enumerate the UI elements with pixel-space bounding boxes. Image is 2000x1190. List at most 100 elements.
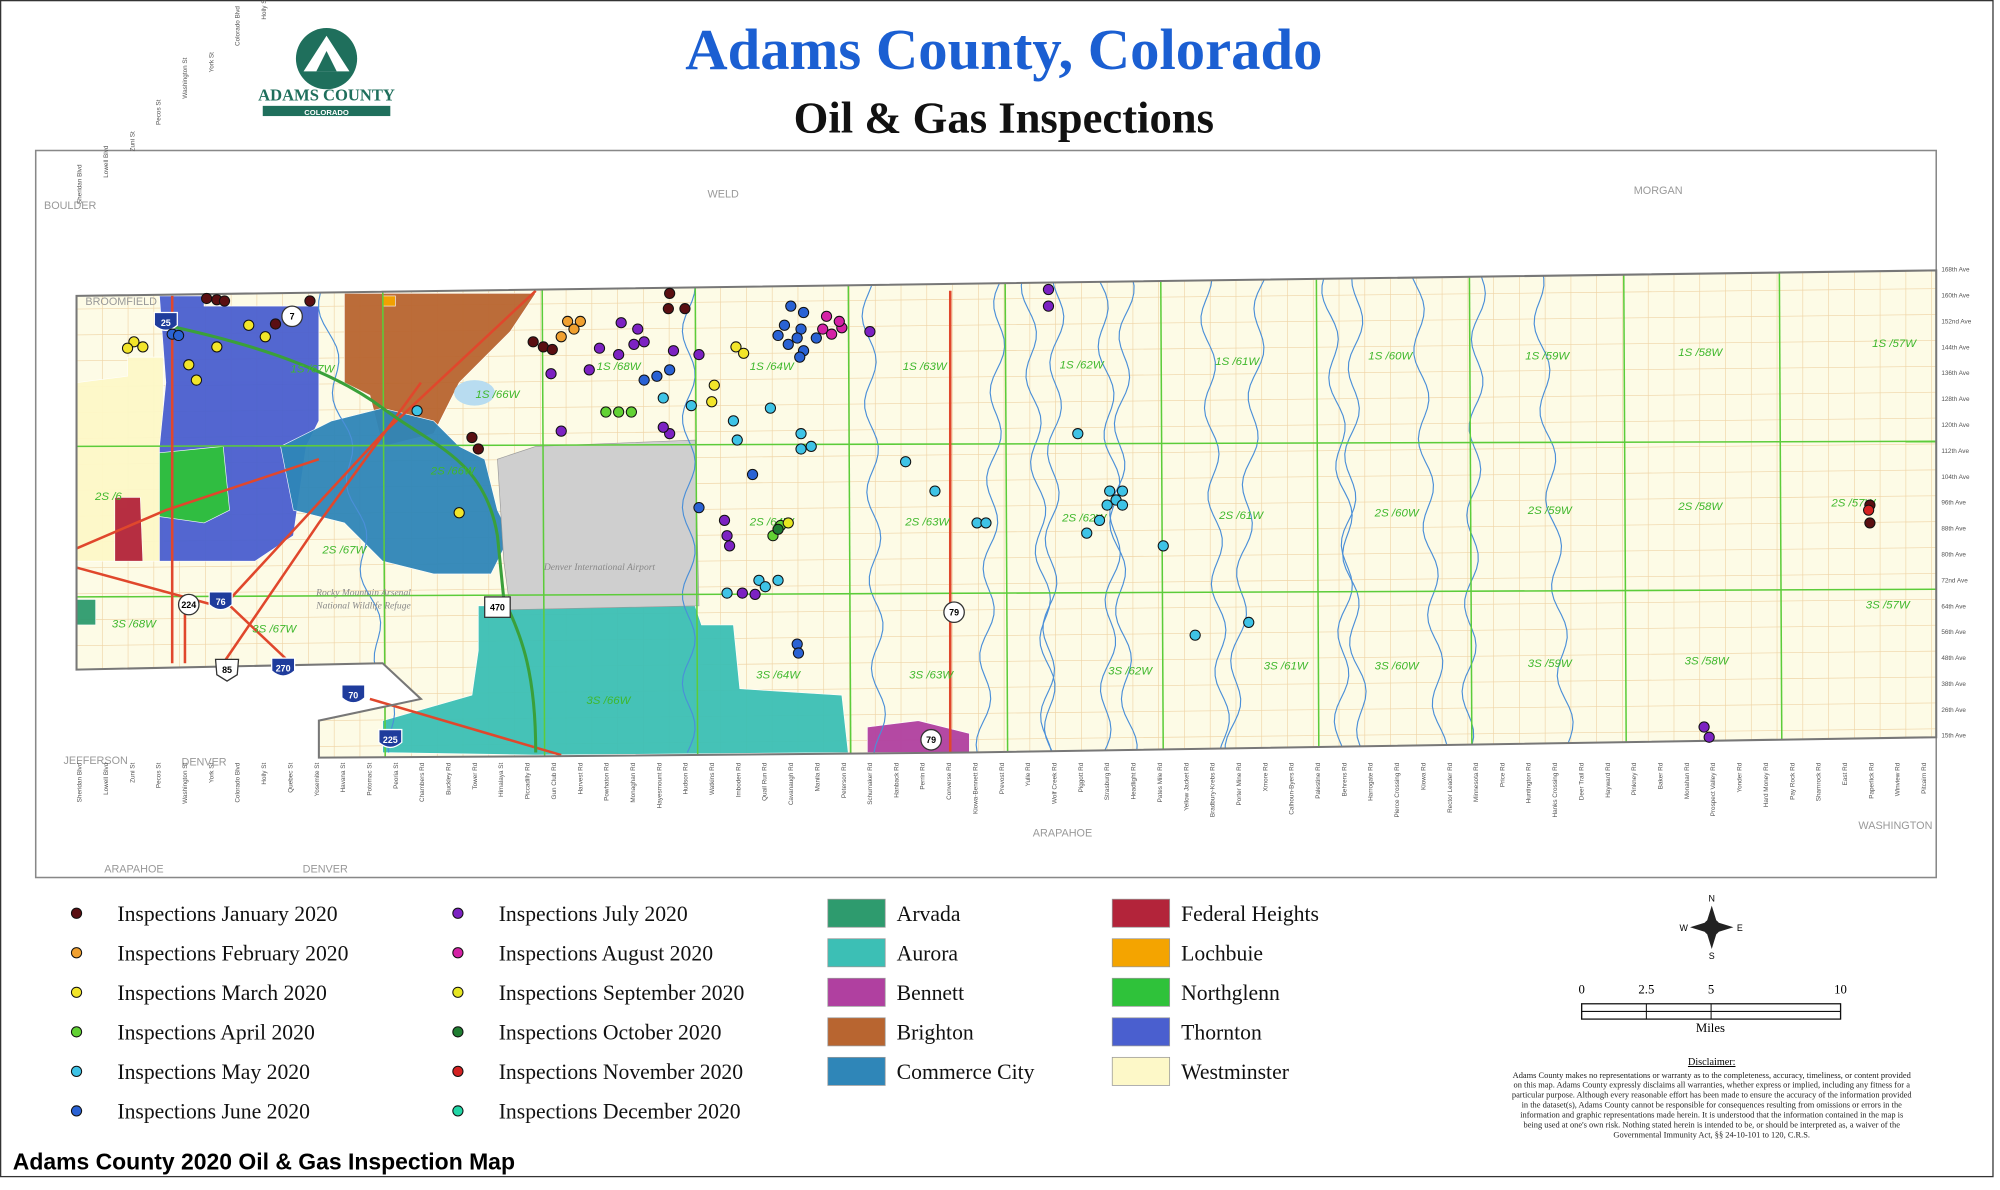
inspection-point [929,485,941,497]
legend-label: Inspections April 2020 [117,1020,315,1044]
inspection-point [772,329,784,342]
road-label: Lowell Blvd [103,762,110,795]
legend-label: Inspections January 2020 [117,902,337,926]
highway-shield: 79 [943,601,965,624]
inspection-point [628,338,640,350]
road-label: Pay Rock Rd [1789,762,1796,800]
interstate-shield [153,311,178,331]
avenue-label: 96th Ave [1941,500,1966,507]
compass: N E S W [1679,894,1742,961]
inspection-point [797,306,810,319]
inspection-point [1042,300,1055,312]
inspection-point [723,540,736,552]
road-label: Sheridan Blvd [77,164,84,204]
highway-label: 270 [276,664,291,674]
road-label: Yellow Jacket Rd [1183,762,1190,811]
inspection-point [625,406,637,418]
avenue-label: 152nd Ave [1941,318,1971,325]
road-label: York St [208,763,215,783]
inspection-point [555,425,567,437]
road-label: Watkins Rd [709,762,716,795]
neighbor-label: BROOMFIELD [85,296,157,308]
legend-swatch [827,938,886,968]
legend-label: Inspections March 2020 [117,981,327,1005]
legend-swatch [1111,1017,1171,1047]
road-label: Yosemite St [314,762,321,796]
place-label: Denver International Airport [543,562,656,573]
road-label: Imboden Rd [735,762,742,797]
township-line [1315,270,1320,758]
inspection-point [137,341,149,353]
highway-shield: 7 [281,305,303,328]
river [1321,270,1367,753]
legend-dot [452,1026,464,1038]
logo-band [262,105,391,117]
inspection-point [900,456,912,468]
inspection-point [730,341,742,353]
avenue-label: 136th Ave [1941,370,1970,377]
inspection-point [746,468,759,481]
place-label: National Wildlife Refuge [315,600,411,611]
state-shield [943,601,965,624]
road-label: Kiowa Rd [1420,762,1427,790]
inspection-point [749,588,761,600]
inspection-point [667,345,680,357]
logo-subtext: COLORADO [304,108,349,117]
inspection-point [1243,616,1255,629]
river [1020,270,1056,753]
highway-label: 79 [949,607,959,617]
legend-swatch [827,898,886,928]
inspection-point [172,329,185,342]
neighbor-label: DENVER [303,863,348,875]
river [1040,270,1065,753]
inspection-point [1189,629,1201,641]
township-label: 2S /60W [1374,508,1420,520]
legend-dot [70,1065,83,1077]
river [681,270,696,753]
municipalities [76,293,970,756]
inspection-point [546,343,558,356]
interstate-shield [341,684,366,704]
highway-label: 85 [222,665,232,675]
disclaimer-line: particular purpose. Although every reaso… [1512,1091,1912,1100]
river [975,270,1007,753]
inspection-point [651,370,663,382]
state-shield [484,596,511,618]
township-label: 3S /61W [1264,661,1309,673]
state-shield [281,305,303,328]
inspection-point [466,431,478,444]
disclaimer-line: Governmental Immunity Act, §§ 24-10-101 … [1613,1130,1810,1139]
inspection-point [772,523,784,535]
inspection-point [795,428,807,440]
avenue-label: 88th Ave [1941,526,1966,533]
legend-dot [452,907,464,919]
inspection-point [583,364,595,376]
compass-s: S [1709,951,1715,961]
caption: Adams County 2020 Oil & Gas Inspection M… [13,1149,515,1175]
inspection-point [759,581,771,593]
disclaimer-line: Adams County makes no representations or… [1513,1071,1912,1080]
road-label: Prevost Rd [999,762,1006,794]
township-line [1778,270,1783,758]
highway-shield: 76 [208,591,233,611]
inspection-point [864,326,876,338]
compass-w: W [1679,923,1688,933]
inspection-point [638,336,650,348]
avenue-label: 48th Ave [1941,655,1966,662]
road [222,598,295,667]
inspection-point [662,303,674,315]
inspection-point [568,323,580,335]
road-label: Chambers Rd [419,762,426,802]
township-line [694,270,699,758]
road-label: Zuni St [129,131,136,151]
legend-label: Inspections September 2020 [499,981,745,1005]
township-label: 1S /58W [1678,347,1723,359]
road-label: Shamrock Rd [1816,762,1823,801]
inspection-point [600,406,612,418]
avenue-label: 168th Ave [1941,267,1970,274]
neighbor-label: JEFFERSON [63,755,127,767]
scale-label: 2.5 [1638,983,1654,997]
disclaimer-line: on this map. Adams County expressly disc… [1514,1081,1911,1090]
road-label: Tower Rd [472,762,479,789]
road-label: Pecos St [156,762,163,788]
